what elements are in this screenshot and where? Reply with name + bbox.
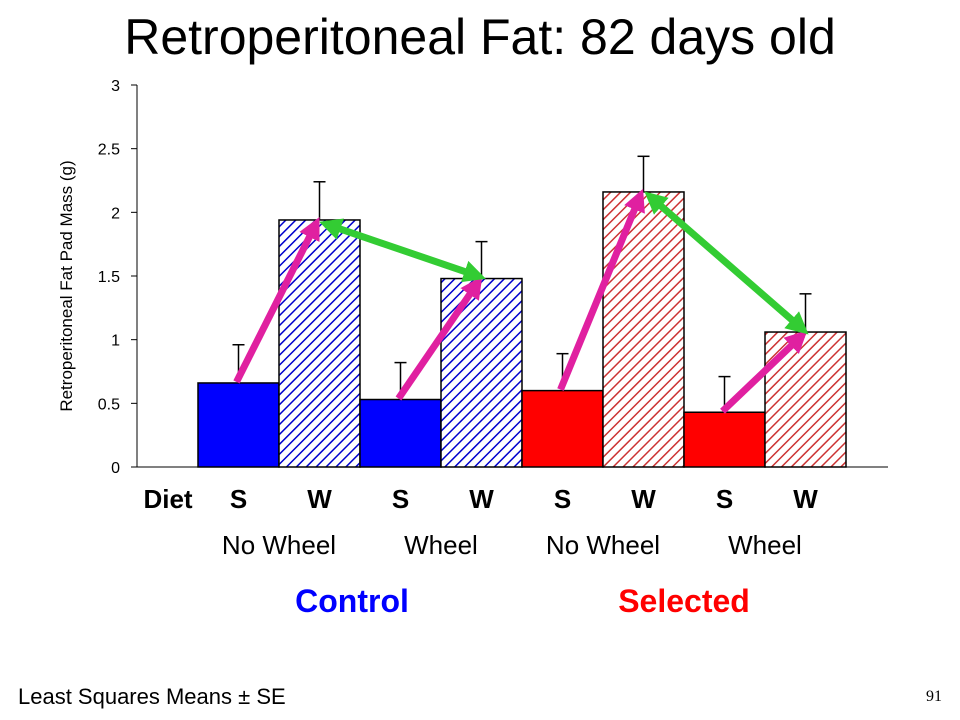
y-tick-label: 1.5	[98, 269, 120, 286]
bar-control-w-nowheel	[278, 219, 361, 468]
y-tick-label: 3	[111, 78, 120, 95]
wheel-effect-double-arrow	[644, 191, 809, 335]
footer-note: Least Squares Means ± SE	[18, 684, 286, 709]
group-label-selected: Selected	[618, 583, 750, 619]
arrows	[233, 188, 809, 414]
diet-label-s: S	[716, 484, 733, 514]
y-tick-label: 2	[111, 205, 120, 222]
group-label-control: Control	[295, 583, 409, 619]
diet-effect-arrow	[720, 330, 808, 414]
y-axis-label: Retroperitoneal Fat Pad Mass (g)	[57, 160, 76, 411]
bar-control-s-wheel	[359, 398, 442, 468]
bar-selected-w-nowheel	[602, 191, 685, 468]
condition-label: No Wheel	[222, 530, 336, 560]
diet-label-w: W	[631, 484, 656, 514]
bar-control-s-nowheel	[197, 382, 280, 468]
condition-labels: No Wheel Wheel No Wheel Wheel	[222, 530, 802, 560]
bars	[197, 191, 847, 468]
condition-label: Wheel	[404, 530, 478, 560]
diet-label-w: W	[307, 484, 332, 514]
bar-control-w-wheel	[440, 277, 523, 468]
bar-selected-s-wheel	[683, 411, 766, 468]
chart-title: Retroperitoneal Fat: 82 days old	[124, 9, 836, 65]
condition-label: No Wheel	[546, 530, 660, 560]
wheel-effect-double-arrow	[319, 218, 486, 283]
diet-label-s: S	[554, 484, 571, 514]
y-tick-label: 2.5	[98, 142, 120, 159]
diet-label-s: S	[230, 484, 247, 514]
diet-effect-arrow	[395, 275, 483, 401]
diet-label-s: S	[392, 484, 409, 514]
y-tick-label: 1	[111, 333, 120, 350]
diet-label: Diet	[143, 484, 192, 514]
bar-selected-s-nowheel	[521, 389, 604, 468]
diet-label-w: W	[793, 484, 818, 514]
diet-effect-arrow	[233, 216, 320, 384]
condition-label: Wheel	[728, 530, 802, 560]
y-tick-label: 0.5	[98, 396, 120, 413]
bar-selected-w-wheel	[764, 331, 847, 468]
slide-number: 91	[926, 688, 942, 705]
diet-effect-arrow	[557, 188, 645, 391]
diet-label-w: W	[469, 484, 494, 514]
y-ticks: 0 0.5 1 1.5 2 2.5 3	[98, 78, 137, 477]
y-tick-label: 0	[111, 460, 120, 477]
